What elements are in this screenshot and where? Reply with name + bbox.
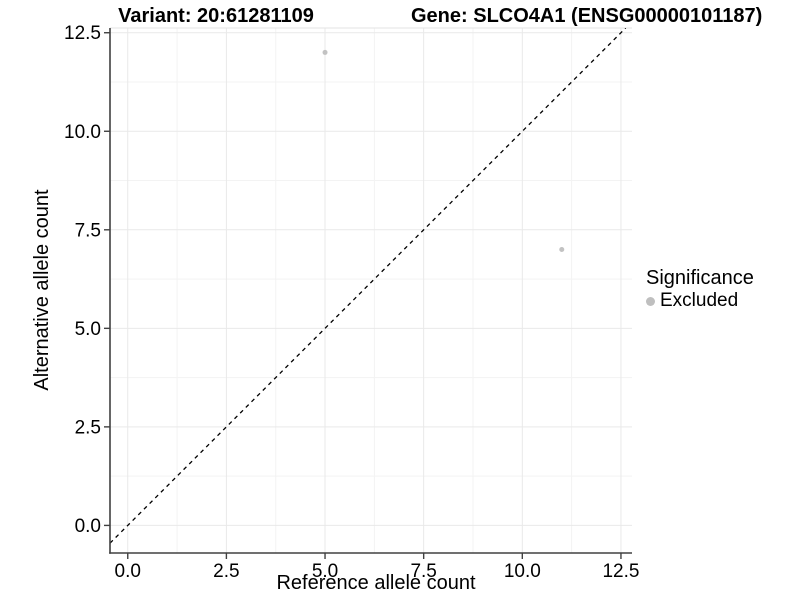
y-tick-label: 5.0	[75, 319, 101, 340]
y-tick-label: 10.0	[64, 122, 101, 143]
legend-title: Significance	[646, 267, 754, 289]
x-tick-label: 0.0	[115, 561, 141, 582]
x-tick-label: 12.5	[602, 561, 639, 582]
grid-minor	[110, 28, 632, 553]
y-axis-title: Alternative allele count	[31, 189, 53, 391]
x-tick-label: 2.5	[213, 561, 239, 582]
x-tick-label: 5.0	[312, 561, 338, 582]
x-axis-title: Reference allele count	[276, 572, 476, 594]
y-tick-label: 7.5	[75, 220, 101, 241]
plot-title-gene: Gene: SLCO4A1 (ENSG00000101187)	[411, 5, 763, 27]
x-tick-label: 7.5	[410, 561, 436, 582]
y-tick-label: 12.5	[64, 23, 101, 44]
x-tick-label: 10.0	[504, 561, 541, 582]
data-points	[322, 49, 565, 253]
legend-key-dot-icon	[646, 296, 655, 306]
x-axis-ticks: 0.0 2.5 5.0 7.5 10.0 12.5	[115, 553, 639, 582]
data-point	[559, 247, 565, 253]
y-tick-label: 2.5	[75, 417, 101, 438]
legend-item-excluded: Excluded	[646, 290, 754, 312]
grid-major	[110, 28, 632, 553]
data-point	[322, 49, 328, 55]
identity-dashed-line	[110, 28, 627, 544]
y-tick-label: 0.0	[75, 516, 101, 537]
legend: Significance Excluded	[646, 266, 754, 312]
plot-title-variant: Variant: 20:61281109	[118, 5, 314, 27]
legend-item-label: Excluded	[660, 290, 739, 311]
y-axis-ticks: 0.0 2.5 5.0 7.5 10.0 12.5	[64, 23, 110, 537]
